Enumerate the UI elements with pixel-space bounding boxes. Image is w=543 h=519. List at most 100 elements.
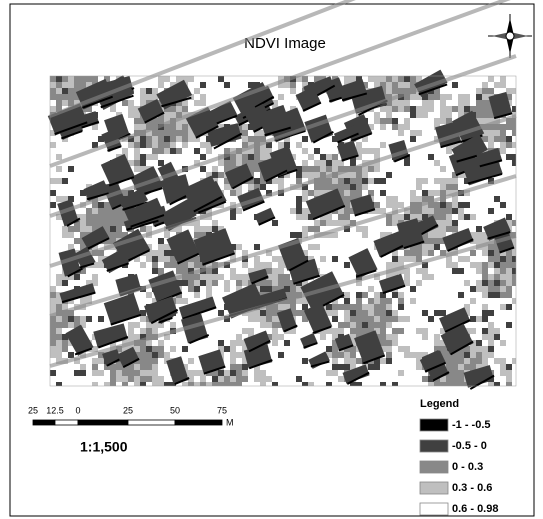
raster-cell xyxy=(134,112,140,118)
raster-cell xyxy=(440,214,446,220)
raster-cell xyxy=(404,250,410,256)
raster-cell xyxy=(152,88,158,94)
raster-cell xyxy=(116,364,122,370)
raster-cell xyxy=(464,352,470,358)
raster-cell xyxy=(74,82,80,88)
raster-cell xyxy=(128,376,134,382)
raster-cell xyxy=(314,190,320,196)
raster-cell xyxy=(218,376,224,382)
raster-cell xyxy=(398,298,404,304)
raster-cell xyxy=(464,214,470,220)
raster-cell xyxy=(380,304,386,310)
raster-cell xyxy=(344,310,350,316)
raster-cell xyxy=(446,106,452,112)
raster-cell xyxy=(422,250,428,256)
raster-cell xyxy=(56,328,62,334)
raster-cell xyxy=(392,118,398,124)
raster-cell xyxy=(410,76,416,82)
raster-cell xyxy=(362,328,368,334)
raster-cell xyxy=(482,100,488,106)
raster-cell xyxy=(506,262,512,268)
raster-cell xyxy=(74,316,80,322)
raster-cell xyxy=(482,334,488,340)
raster-cell xyxy=(272,322,278,328)
raster-cell xyxy=(320,256,326,262)
raster-cell xyxy=(50,106,56,112)
raster-cell xyxy=(284,274,290,280)
raster-cell xyxy=(260,322,266,328)
raster-cell xyxy=(146,328,152,334)
raster-cell xyxy=(140,328,146,334)
raster-cell xyxy=(92,358,98,364)
raster-cell xyxy=(488,142,494,148)
raster-cell xyxy=(272,334,278,340)
raster-cell xyxy=(422,376,428,382)
raster-cell xyxy=(74,76,80,82)
raster-cell xyxy=(434,118,440,124)
raster-cell xyxy=(146,376,152,382)
raster-cell xyxy=(512,280,516,286)
raster-cell xyxy=(350,328,356,334)
raster-cell xyxy=(134,160,140,166)
raster-cell xyxy=(494,358,500,364)
raster-cell xyxy=(170,322,176,328)
raster-cell xyxy=(482,118,488,124)
raster-cell xyxy=(356,322,362,328)
raster-cell xyxy=(380,142,386,148)
raster-cell xyxy=(344,190,350,196)
raster-cell xyxy=(470,316,476,322)
raster-cell xyxy=(506,214,512,220)
raster-cell xyxy=(344,352,350,358)
raster-cell xyxy=(458,352,464,358)
raster-cell xyxy=(116,220,122,226)
raster-cell xyxy=(206,382,212,386)
raster-cell xyxy=(416,280,422,286)
raster-cell xyxy=(452,202,458,208)
raster-cell xyxy=(422,334,428,340)
raster-cell xyxy=(434,202,440,208)
raster-cell xyxy=(404,316,410,322)
raster-cell xyxy=(482,106,488,112)
raster-cell xyxy=(302,208,308,214)
raster-cell xyxy=(386,304,392,310)
raster-cell xyxy=(80,226,86,232)
raster-cell xyxy=(410,256,416,262)
raster-cell xyxy=(512,274,516,280)
raster-cell xyxy=(254,148,260,154)
raster-cell xyxy=(476,268,482,274)
raster-cell xyxy=(86,226,92,232)
raster-cell xyxy=(104,382,110,386)
raster-cell xyxy=(494,286,500,292)
raster-cell xyxy=(302,166,308,172)
raster-cell xyxy=(272,256,278,262)
raster-cell xyxy=(50,94,56,100)
raster-cell xyxy=(476,88,482,94)
raster-cell xyxy=(512,358,516,364)
raster-cell xyxy=(56,346,62,352)
raster-cell xyxy=(242,370,248,376)
raster-cell xyxy=(404,76,410,82)
raster-cell xyxy=(266,322,272,328)
raster-cell xyxy=(488,310,494,316)
raster-cell xyxy=(440,106,446,112)
raster-cell xyxy=(152,136,158,142)
raster-cell xyxy=(320,220,326,226)
raster-cell xyxy=(50,346,56,352)
raster-cell xyxy=(278,178,284,184)
raster-cell xyxy=(374,322,380,328)
raster-cell xyxy=(56,82,62,88)
raster-cell xyxy=(446,184,452,190)
raster-cell xyxy=(200,280,206,286)
raster-cell xyxy=(206,280,212,286)
raster-cell xyxy=(374,316,380,322)
raster-cell xyxy=(464,358,470,364)
raster-cell xyxy=(488,88,494,94)
raster-cell xyxy=(158,148,164,154)
raster-cell xyxy=(134,124,140,130)
raster-cell xyxy=(62,178,68,184)
raster-cell xyxy=(500,286,506,292)
raster-cell xyxy=(86,76,92,82)
raster-cell xyxy=(218,172,224,178)
raster-cell xyxy=(494,262,500,268)
raster-cell xyxy=(476,340,482,346)
